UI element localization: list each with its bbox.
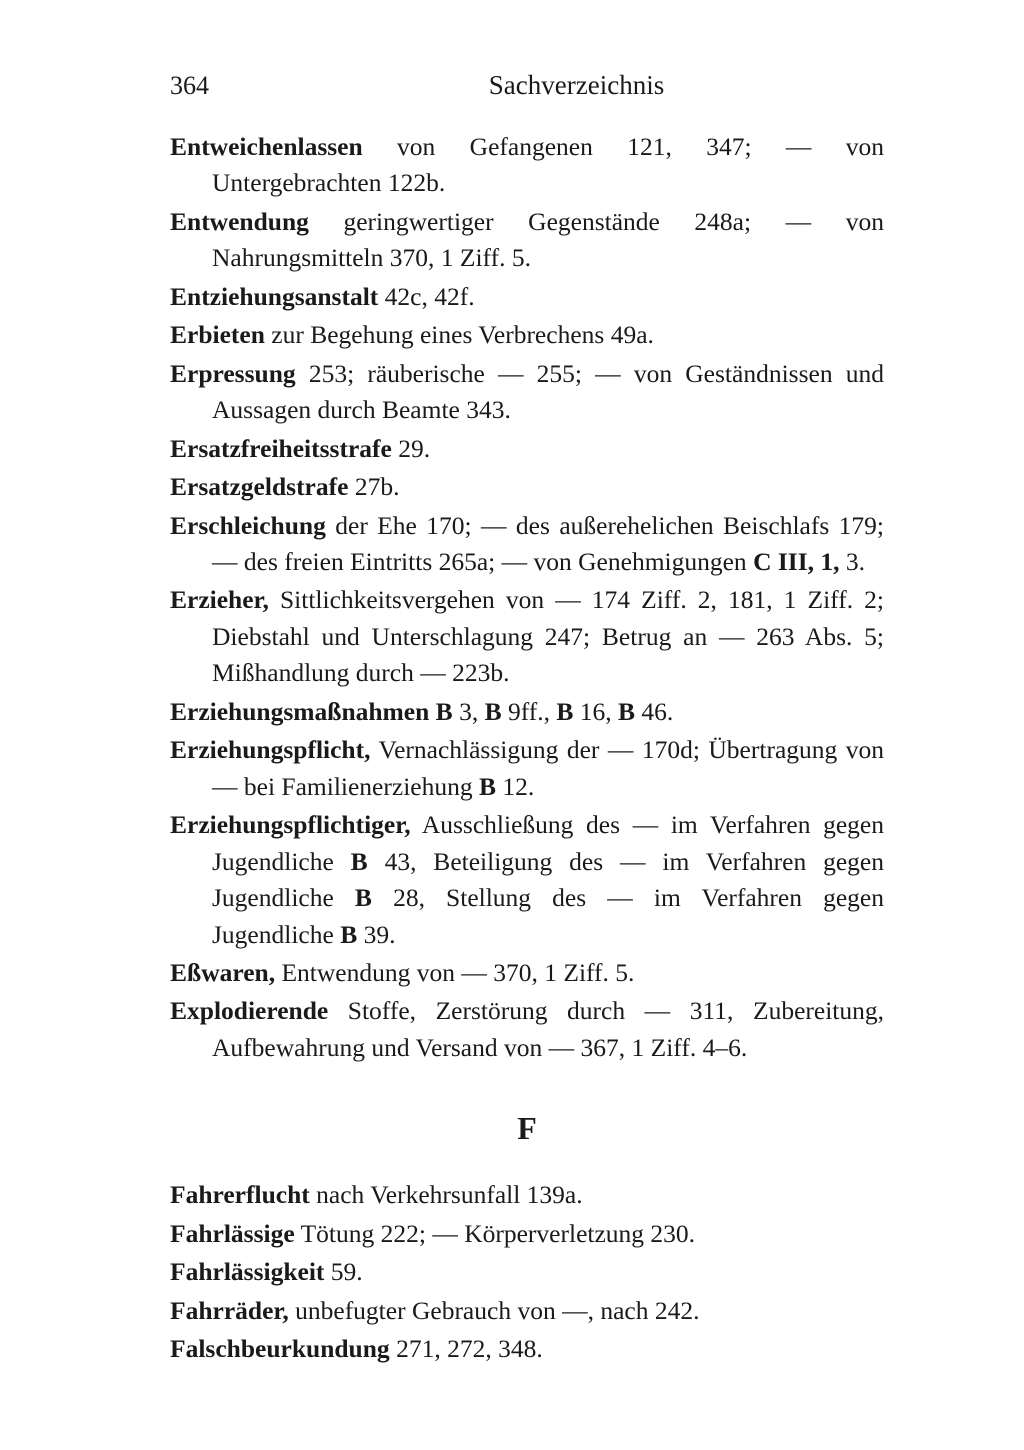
index-entry: Explodierende Stoffe, Zerstörung durch —…	[170, 993, 884, 1066]
letter-heading: F	[170, 1110, 884, 1147]
index-bold: B	[429, 697, 459, 726]
index-text: 3.	[840, 547, 866, 576]
index-text: 39.	[364, 920, 396, 949]
index-text: unbefugter Gebrauch von —, nach 242.	[289, 1296, 700, 1325]
index-entry: Falschbeurkundung 271, 272, 348.	[170, 1331, 884, 1367]
index-term: Fahrräder,	[170, 1296, 289, 1325]
index-text: 29.	[392, 434, 430, 463]
index-term: Ersatzfreiheitsstrafe	[170, 434, 392, 463]
index-bold: B	[479, 772, 502, 801]
index-bold: B	[556, 697, 579, 726]
index-entry: Fahrerflucht nach Verkehrsunfall 139a.	[170, 1177, 884, 1213]
index-term: Erziehungspflichtiger,	[170, 810, 411, 839]
index-entries: Entweichenlassen von Gefangenen 121, 347…	[170, 129, 884, 1368]
index-entry: Fahrräder, unbefugter Gebrauch von —, na…	[170, 1293, 884, 1329]
index-text: 27b.	[348, 472, 399, 501]
index-entry: Entweichenlassen von Gefangenen 121, 347…	[170, 129, 884, 202]
index-entry: Erziehungspflichtiger, Ausschließung des…	[170, 807, 884, 953]
index-entry: Erziehungsmaßnahmen B 3, B 9ff., B 16, B…	[170, 694, 884, 730]
index-entry: Entwendung geringwertiger Gegenstände 24…	[170, 204, 884, 277]
index-term: Entweichenlassen	[170, 132, 363, 161]
index-bold: B	[485, 697, 508, 726]
index-text: 59.	[324, 1257, 362, 1286]
index-entry: Eßwaren, Entwendung von — 370, 1 Ziff. 5…	[170, 955, 884, 991]
index-term: Entwendung	[170, 207, 309, 236]
index-term: Erziehungsmaßnahmen	[170, 697, 429, 726]
index-text: 253; räuberische — 255; — von Geständnis…	[212, 359, 884, 424]
index-bold: B	[351, 847, 385, 876]
index-term: Fahrerflucht	[170, 1180, 310, 1209]
index-entry: Fahrlässigkeit 59.	[170, 1254, 884, 1290]
index-bold: B	[340, 920, 363, 949]
index-text: 271, 272, 348.	[390, 1334, 543, 1363]
index-entry: Erpressung 253; räuberische — 255; — von…	[170, 356, 884, 429]
index-bold: B	[355, 883, 393, 912]
index-term: Erzieher,	[170, 585, 269, 614]
header: 364 Sachverzeichnis	[170, 70, 884, 101]
index-term: Erziehungspflicht,	[170, 735, 370, 764]
page: 364 Sachverzeichnis Entweichenlassen von…	[0, 0, 1024, 1450]
index-entry: Erzieher, Sittlichkeitsvergehen von — 17…	[170, 582, 884, 691]
page-title: Sachverzeichnis	[269, 70, 884, 101]
index-text: 46.	[641, 697, 673, 726]
index-term: Ersatzgeldstrafe	[170, 472, 348, 501]
index-term: Fahrlässigkeit	[170, 1257, 324, 1286]
index-term: Entziehungsanstalt	[170, 282, 378, 311]
index-entry: Erziehungspflicht, Vernachlässigung der …	[170, 732, 884, 805]
index-entry: Ersatzfreiheitsstrafe 29.	[170, 431, 884, 467]
index-term: Falschbeurkundung	[170, 1334, 390, 1363]
index-term: Fahrlässige	[170, 1219, 295, 1248]
index-text: zur Begehung eines Verbrechens 49a.	[265, 320, 654, 349]
index-text: geringwertiger Gegenstände 248a; — von N…	[212, 207, 884, 272]
page-number: 364	[170, 71, 209, 101]
index-text: 9ff.,	[508, 697, 556, 726]
index-term: Erpressung	[170, 359, 296, 388]
index-text: nach Verkehrsunfall 139a.	[310, 1180, 583, 1209]
index-text: 12.	[502, 772, 534, 801]
index-term: Eßwaren,	[170, 958, 275, 987]
index-term: Erbieten	[170, 320, 265, 349]
index-text: 42c, 42f.	[378, 282, 474, 311]
index-entry: Fahrlässige Tötung 222; — Körperverletzu…	[170, 1216, 884, 1252]
index-text: Sittlichkeitsvergehen von — 174 Ziff. 2,…	[212, 585, 884, 687]
index-term: Explodierende	[170, 996, 328, 1025]
index-term: Erschleichung	[170, 511, 326, 540]
index-entry: Ersatzgeldstrafe 27b.	[170, 469, 884, 505]
index-entry: Entziehungsanstalt 42c, 42f.	[170, 279, 884, 315]
index-bold: C III, 1,	[753, 547, 839, 576]
index-text: 3,	[459, 697, 485, 726]
index-entry: Erbieten zur Begehung eines Verbrechens …	[170, 317, 884, 353]
index-entry: Erschleichung der Ehe 170; — des außereh…	[170, 508, 884, 581]
index-bold: B	[618, 697, 641, 726]
index-text: 16,	[580, 697, 618, 726]
index-text: Tötung 222; — Körperverletzung 230.	[295, 1219, 695, 1248]
index-text: Entwendung von — 370, 1 Ziff. 5.	[275, 958, 634, 987]
